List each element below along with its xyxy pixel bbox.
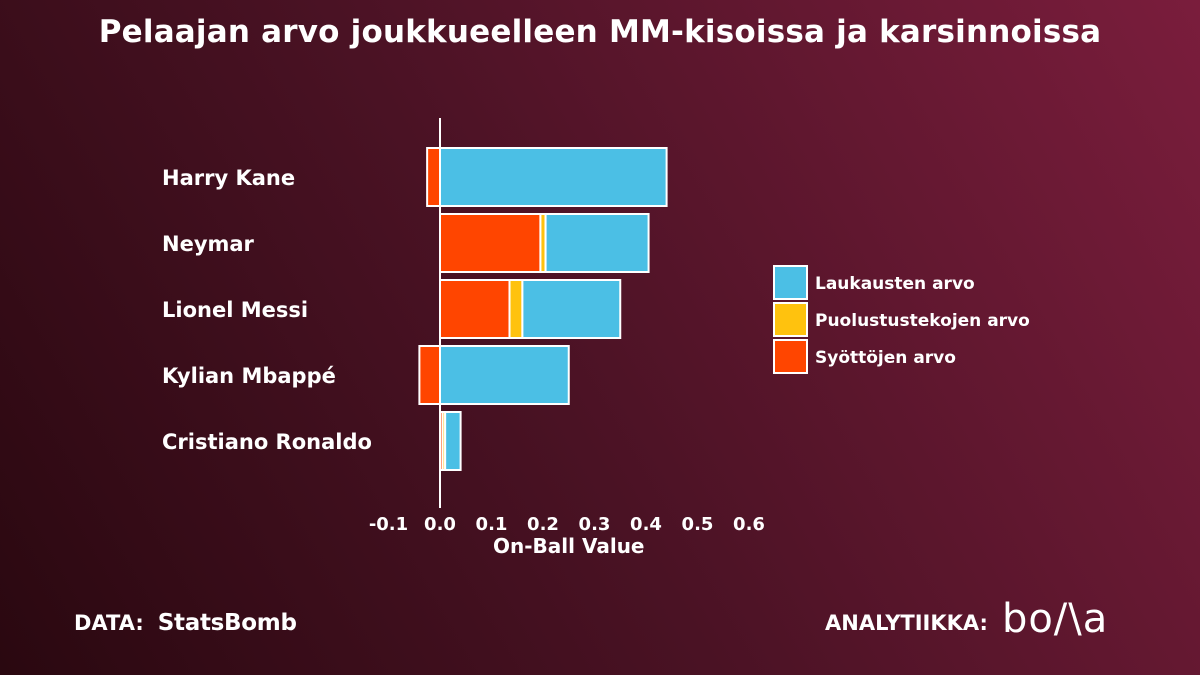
analytics-label: ANALYTIIKKA: (825, 611, 988, 635)
bola-logo: bo/\a (1001, 596, 1109, 642)
x-tick-label: 0.2 (527, 514, 559, 535)
bar-laukausten-arvo-4 (444, 411, 462, 471)
legend: Laukausten arvo Puolustustekojen arvo Syöt… (773, 265, 1030, 374)
legend-label: Laukausten arvo (815, 274, 975, 294)
bar-puolustustekojen-arvo-2 (508, 279, 524, 339)
x-tick-label: 0.6 (733, 514, 765, 535)
x-tick-label: -0.1 (369, 514, 408, 535)
category-label: Lionel Messi (162, 298, 308, 322)
bar-sy-tt-jen-arvo-1 (439, 213, 542, 273)
category-label: Harry Kane (162, 166, 295, 190)
bar-laukausten-arvo-1 (544, 213, 650, 273)
category-label: Kylian Mbappé (162, 364, 336, 388)
legend-label: Puolustustekojen arvo (815, 311, 1030, 331)
legend-swatch (773, 302, 808, 337)
bar-laukausten-arvo-3 (439, 345, 570, 405)
footer-data-source: DATA: StatsBomb (74, 610, 297, 636)
x-tick-labels: -0.1 0.0 0.1 0.2 0.3 0.4 0.5 0.6 (369, 514, 765, 535)
x-axis-label: On-Ball Value (493, 534, 645, 558)
legend-label: Syöttöjen arvo (815, 348, 956, 368)
bar-laukausten-arvo-2 (521, 279, 622, 339)
category-label: Neymar (162, 232, 255, 256)
bar-sy-tt-jen-arvo-3 (418, 345, 441, 405)
bar-sy-tt-jen-arvo-0 (426, 147, 441, 207)
x-tick-label: 0.0 (424, 514, 456, 535)
legend-swatch (773, 339, 808, 374)
bar-sy-tt-jen-arvo-2 (439, 279, 511, 339)
x-tick-label: 0.3 (579, 514, 611, 535)
bars-group (418, 147, 668, 471)
chart-title: Pelaajan arvo joukkueelleen MM-kisoissa … (98, 14, 1102, 50)
category-label: Cristiano Ronaldo (162, 430, 372, 454)
bar-laukausten-arvo-0 (439, 147, 668, 207)
footer-analytics: ANALYTIIKKA: bo/\a (825, 596, 1108, 642)
data-label: DATA: (74, 611, 144, 635)
x-tick-label: 0.5 (682, 514, 714, 535)
statsbomb-logo: StatsBomb (157, 610, 297, 636)
category-labels: Harry Kane Neymar Lionel Messi Kylian Mbapp… (162, 166, 372, 454)
x-tick-label: 0.4 (630, 514, 662, 535)
x-tick-label: 0.1 (476, 514, 508, 535)
legend-swatch (773, 265, 808, 300)
